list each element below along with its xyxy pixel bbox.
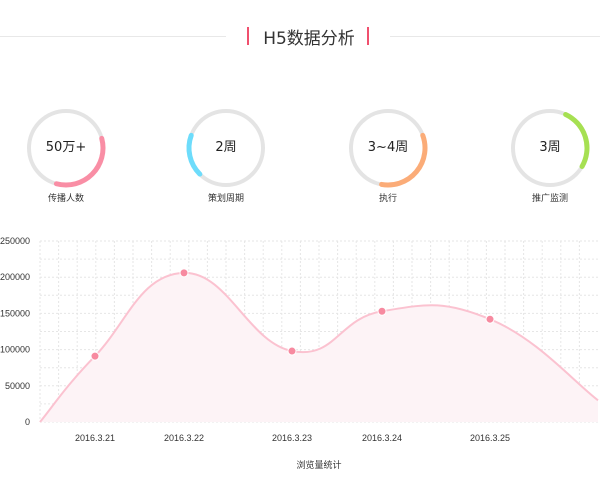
stat-ring: 50万+ <box>24 106 108 190</box>
y-tick-label: 100000 <box>0 345 30 355</box>
data-point[interactable] <box>485 314 495 324</box>
x-axis-label: 浏览量统计 <box>296 459 341 470</box>
y-tick-label: 250000 <box>0 236 30 246</box>
stat-label: 推广监测 <box>531 194 568 204</box>
ring-progress-arc <box>186 132 203 177</box>
area-fill <box>40 272 598 422</box>
x-tick-label: 2016.3.22 <box>164 433 204 443</box>
data-point[interactable] <box>179 268 189 278</box>
stat-ring: 3周 <box>508 106 592 190</box>
x-tick-label: 2016.3.24 <box>362 433 402 443</box>
stat-value: 3周 <box>539 140 561 155</box>
data-point[interactable] <box>377 306 387 316</box>
stat-value: 2周 <box>215 140 237 155</box>
title-accent-right <box>367 27 369 45</box>
stat-value: 3~4周 <box>367 140 409 155</box>
data-point[interactable] <box>90 351 100 361</box>
y-tick-label: 0 <box>25 417 30 427</box>
stat-label: 执行 <box>378 194 397 204</box>
page-title: H5数据分析 <box>263 29 355 49</box>
stat-ring: 3~4周 <box>346 106 430 190</box>
ring-progress-arc <box>379 132 428 188</box>
stat-label: 策划周期 <box>207 194 244 204</box>
title-divider-right <box>390 36 600 37</box>
x-tick-label: 2016.3.25 <box>470 433 510 443</box>
title-accent-left <box>247 27 249 45</box>
x-tick-label: 2016.3.23 <box>272 433 312 443</box>
y-tick-label: 200000 <box>0 272 30 282</box>
stat-value: 50万+ <box>45 140 87 155</box>
y-tick-label: 50000 <box>5 381 30 391</box>
x-tick-label: 2016.3.21 <box>75 433 115 443</box>
ring-progress-arc <box>563 111 590 169</box>
stat-label: 传播人数 <box>47 194 84 204</box>
title-divider-left <box>0 36 226 37</box>
stat-ring: 2周 <box>184 106 268 190</box>
ring-progress-arc <box>53 135 106 188</box>
views-chart: 0 50000 100000 150000 200000 250000 2016.3.21 2… <box>0 236 599 470</box>
data-point[interactable] <box>287 346 297 356</box>
y-tick-label: 150000 <box>0 308 30 318</box>
